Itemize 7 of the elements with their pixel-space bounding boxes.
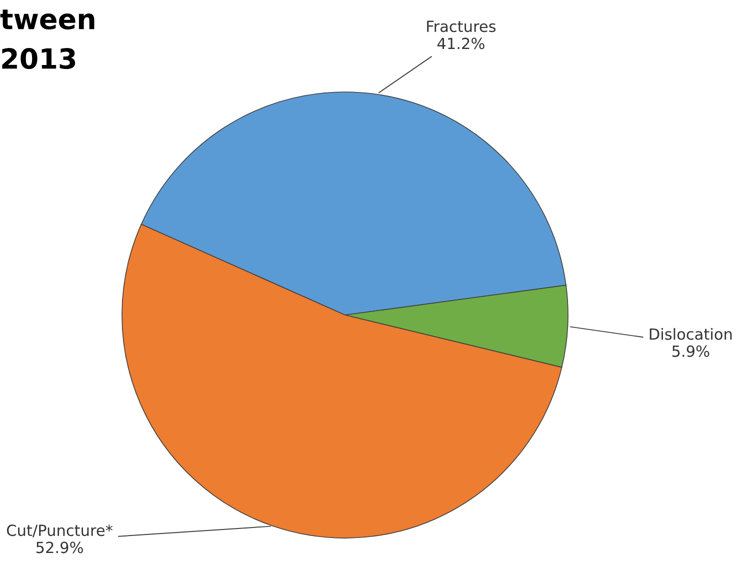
slice-label: Dislocation xyxy=(650,328,732,340)
chart-title: tween 2013 xyxy=(0,10,94,70)
data-label: 52.9% xyxy=(36,542,83,554)
data-label: 41.2% xyxy=(437,38,484,50)
slice-label: Cut/Puncture* xyxy=(6,524,113,538)
slice-label: Fractures xyxy=(427,20,496,32)
data-label: 5.9% xyxy=(672,345,710,357)
